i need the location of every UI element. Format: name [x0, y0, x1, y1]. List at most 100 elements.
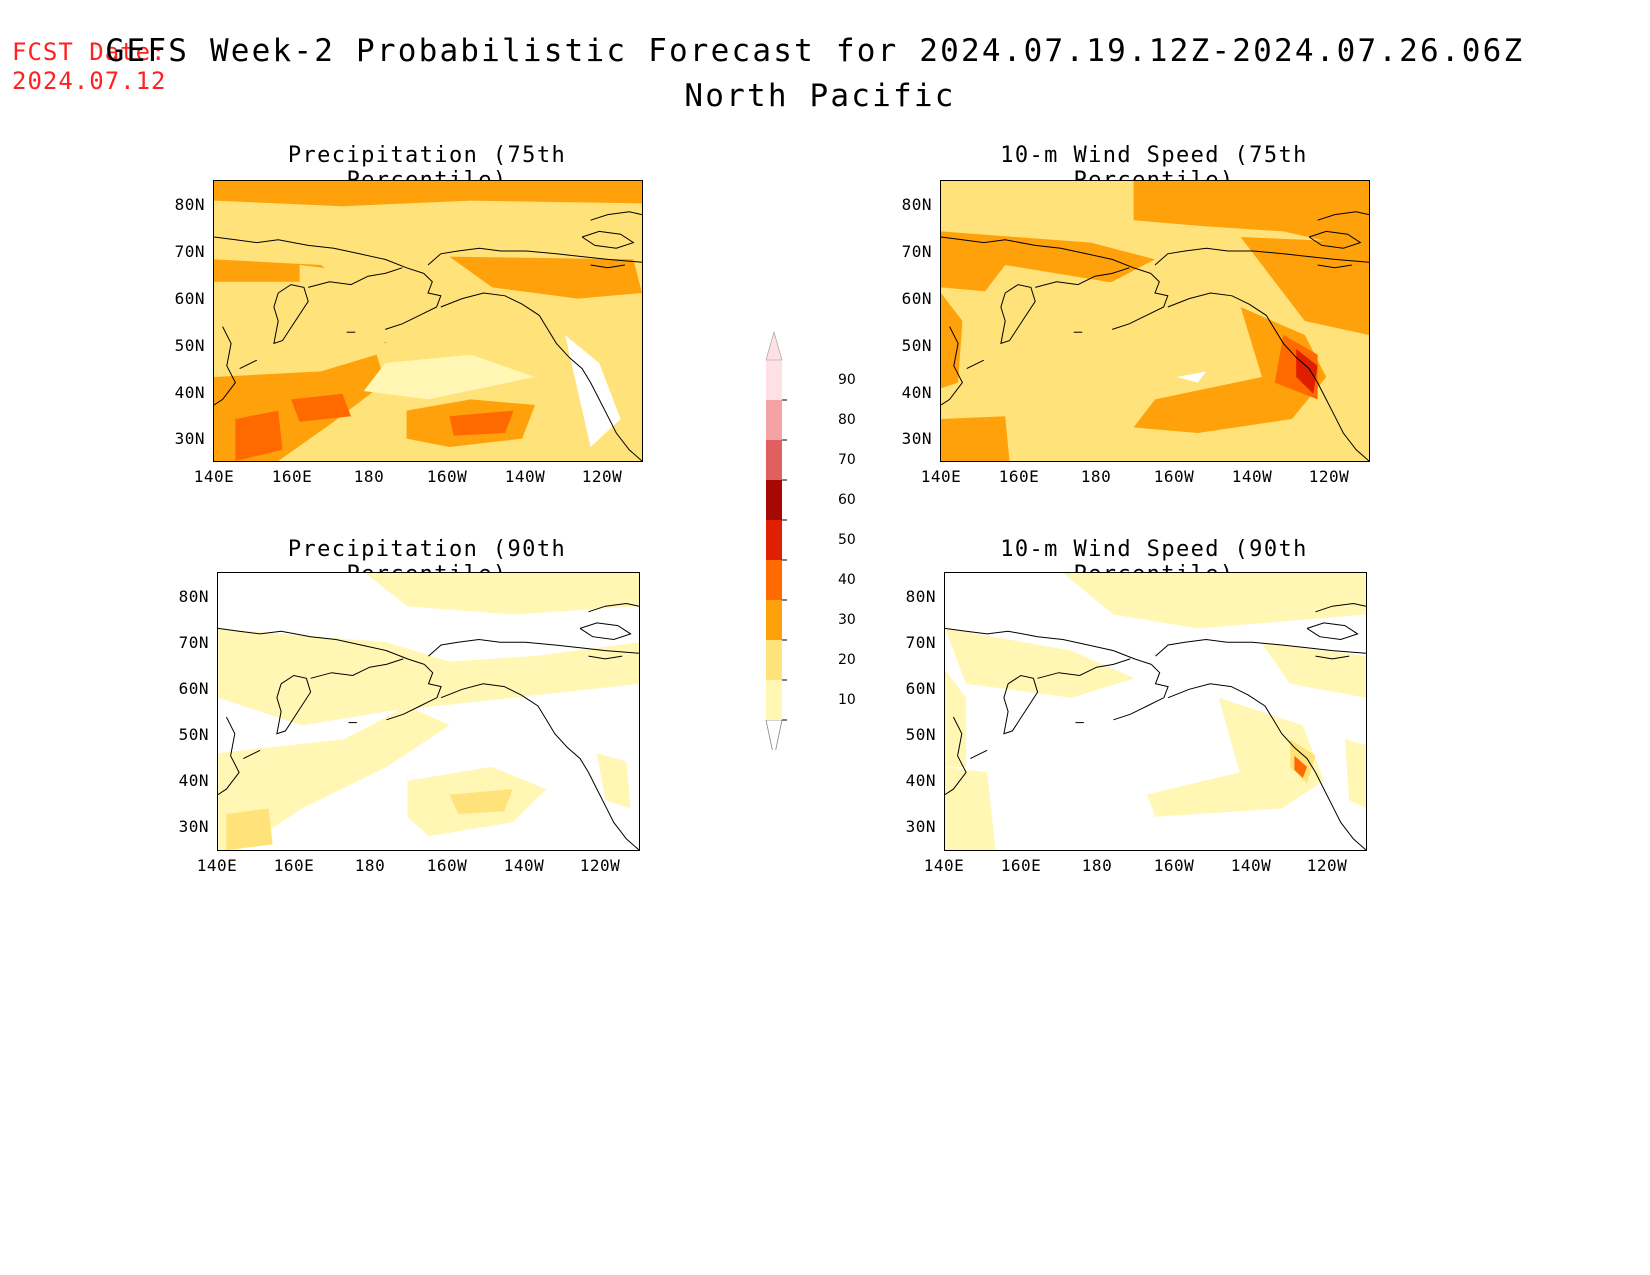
ytick-50n: 50N	[901, 336, 932, 355]
coastline	[588, 602, 639, 613]
coastline	[970, 749, 988, 760]
coastline	[1315, 602, 1366, 613]
ytick-50n: 50N	[174, 336, 205, 355]
coastline	[214, 326, 236, 406]
coastline	[440, 292, 642, 461]
xtick-160w: 160W	[1153, 856, 1195, 875]
xtick-140e: 140E	[196, 856, 238, 875]
xtick-180: 180	[353, 467, 385, 486]
main-title: GEFS Week-2 Probabilistic Forecast for 2…	[105, 33, 1525, 69]
coastline	[427, 247, 642, 266]
field-contour	[1290, 739, 1316, 784]
colorbar-swatch	[766, 560, 782, 600]
ytick-70n: 70N	[174, 242, 205, 261]
ytick-40n: 40N	[178, 771, 209, 790]
field-contour	[449, 789, 513, 814]
forecast-date-value: 2024.07.12	[12, 67, 167, 95]
map-field	[214, 181, 642, 461]
coastline	[310, 658, 404, 679]
coastline	[579, 622, 632, 641]
field-contour	[226, 808, 273, 850]
ytick-30n: 30N	[905, 817, 936, 836]
coastline	[588, 655, 623, 660]
field-contour	[565, 335, 621, 447]
field-contour	[365, 573, 639, 615]
coastline	[1308, 230, 1362, 249]
coastline	[1317, 264, 1352, 269]
xtick-160e: 160E	[1000, 856, 1042, 875]
field-contour	[1344, 739, 1366, 809]
forecast-date-label: FCST Date: 2024.07.12	[12, 38, 167, 96]
colorbar-swatch	[766, 680, 782, 720]
xtick-160e: 160E	[273, 856, 315, 875]
coastline	[945, 627, 1152, 665]
xtick-160w: 160W	[1153, 467, 1195, 486]
xtick-120w: 120W	[581, 467, 623, 486]
coastline	[1035, 267, 1130, 288]
field-contour	[945, 766, 996, 850]
ytick-50n: 50N	[905, 725, 936, 744]
field-contour	[1147, 697, 1324, 817]
field-contour	[1296, 349, 1318, 394]
colorbar-swatch	[766, 520, 782, 560]
xtick-140w: 140W	[1231, 467, 1273, 486]
ytick-50n: 50N	[178, 725, 209, 744]
colorbar-swatch	[766, 360, 782, 400]
colorbar-label-60: 60	[838, 492, 856, 508]
colorbar-label-70: 70	[838, 452, 856, 468]
forecast-date-caption: FCST Date:	[12, 38, 167, 66]
coastline	[214, 236, 424, 274]
xtick-160w: 160W	[426, 467, 468, 486]
coastline	[1003, 674, 1039, 735]
ytick-80n: 80N	[174, 195, 205, 214]
precip-75-map	[213, 180, 643, 462]
colorbar-swatch	[766, 480, 782, 520]
xtick-140w: 140W	[504, 467, 546, 486]
ytick-80n: 80N	[901, 195, 932, 214]
field-contour	[218, 628, 639, 726]
colorbar-label-30: 30	[838, 612, 856, 628]
coastline	[308, 267, 403, 288]
field-contour	[941, 416, 1010, 461]
colorbar-swatch	[766, 600, 782, 640]
ytick-80n: 80N	[905, 587, 936, 606]
coastline	[945, 716, 967, 796]
xtick-180: 180	[1080, 467, 1112, 486]
coastline	[239, 359, 258, 370]
coastline	[941, 236, 1151, 274]
field-contour	[962, 265, 1220, 383]
field-contour	[299, 265, 557, 363]
colorbar-lower-arrow	[765, 719, 783, 759]
field-contour	[945, 669, 967, 767]
field-contour	[363, 354, 535, 400]
coastline	[1317, 211, 1369, 221]
field-contour	[449, 410, 514, 436]
xtick-140e: 140E	[920, 467, 962, 486]
ytick-40n: 40N	[905, 771, 936, 790]
coastline	[1112, 273, 1169, 330]
colorbar-swatch	[766, 640, 782, 680]
map-field	[945, 573, 1366, 850]
colorbar	[760, 330, 830, 759]
ytick-40n: 40N	[901, 383, 932, 402]
xtick-180: 180	[1081, 856, 1113, 875]
ytick-70n: 70N	[905, 633, 936, 652]
field-contour	[941, 293, 963, 389]
xtick-160e: 160E	[998, 467, 1040, 486]
field-contour	[1351, 335, 1369, 461]
map-field	[941, 181, 1369, 461]
map-field	[218, 573, 639, 850]
ytick-30n: 30N	[178, 817, 209, 836]
coastline	[941, 326, 963, 406]
field-contour	[1176, 371, 1207, 383]
colorbar-label-40: 40	[838, 572, 856, 588]
coastline	[1167, 683, 1366, 850]
coastline	[385, 273, 442, 330]
field-contour	[1133, 181, 1369, 251]
field-contour	[1294, 755, 1308, 778]
coastline	[1155, 638, 1366, 657]
coastline	[1154, 247, 1369, 266]
wind-90-map	[944, 572, 1367, 851]
ytick-60n: 60N	[905, 679, 936, 698]
field-contour	[214, 181, 642, 207]
